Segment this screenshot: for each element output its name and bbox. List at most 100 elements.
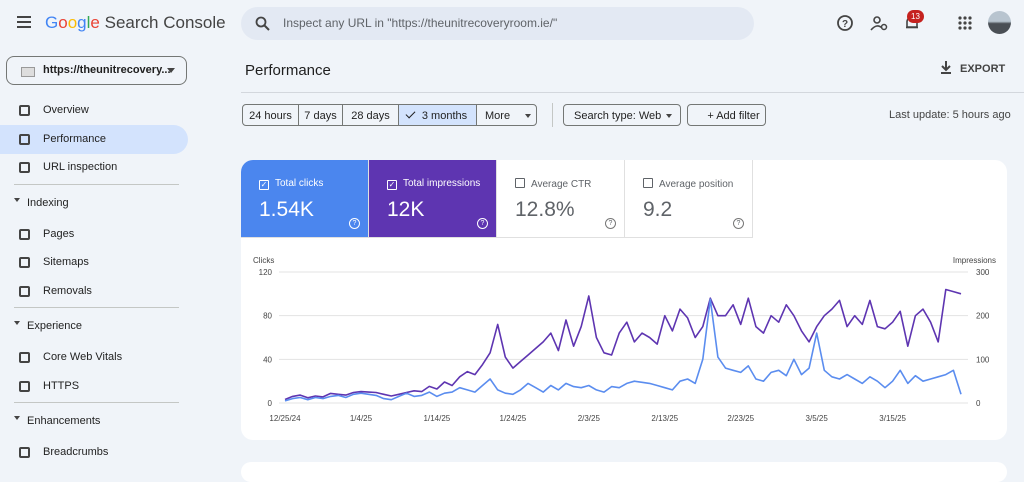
section-header[interactable]: Indexing: [14, 197, 69, 209]
sidebar-divider: [14, 402, 179, 403]
collapse-arrow: [14, 416, 20, 423]
apps-icon[interactable]: [958, 16, 972, 30]
favicon: [21, 67, 35, 77]
search-bar[interactable]: Inspect any URL in "https://theunitrecov…: [241, 7, 754, 40]
collapse-arrow: [14, 321, 20, 328]
checkbox[interactable]: [515, 178, 525, 188]
svg-text:?: ?: [842, 19, 848, 30]
nav-item[interactable]: Removals: [0, 277, 188, 306]
range-label: 28 days: [351, 110, 390, 122]
export-button[interactable]: EXPORT: [940, 61, 1005, 75]
search-icon: [255, 16, 270, 31]
search-type-filter[interactable]: Search type: Web: [563, 104, 681, 126]
metric-header: ✓ Total clicks: [259, 178, 368, 190]
x-tick-label: 3/15/25: [879, 414, 906, 423]
page-title: Performance: [245, 62, 331, 79]
y2-tick-label: 300: [976, 268, 990, 277]
nav-icon: [19, 105, 30, 116]
nav-item[interactable]: HTTPS: [0, 372, 188, 401]
export-label: EXPORT: [960, 63, 1006, 75]
metric-label: Total impressions: [403, 178, 481, 189]
checkbox[interactable]: [643, 178, 653, 188]
series-line: [284, 288, 962, 401]
y-axis-title: Clicks: [253, 256, 274, 265]
nav-icon: [19, 380, 30, 392]
nav-icon: [19, 285, 30, 297]
range-label: 7 days: [304, 110, 337, 122]
metric-card[interactable]: ✓ Total clicks 1.54K?: [241, 160, 369, 238]
dropdown-arrow: [525, 114, 531, 121]
nav-label: Breadcrumbs: [43, 446, 109, 458]
date-range-button[interactable]: 24 hours: [242, 104, 299, 126]
x-tick-label: 1/4/25: [350, 414, 373, 423]
nav-label: Performance: [43, 132, 106, 145]
menu-button[interactable]: [17, 16, 31, 28]
date-range-button[interactable]: 7 days: [298, 104, 343, 126]
nav-item[interactable]: URL inspection: [0, 153, 188, 182]
nav-label: URL inspection: [43, 161, 118, 173]
x-tick-label: 2/3/25: [578, 414, 601, 423]
avatar[interactable]: [988, 11, 1011, 34]
nav-icon: [19, 257, 30, 268]
metric-value: 1.54K: [259, 198, 314, 221]
y-tick-label: 0: [268, 399, 273, 408]
metric-card[interactable]: Average position 9.2?: [625, 160, 753, 238]
y-tick-label: 80: [263, 312, 272, 321]
metric-card[interactable]: ✓ Total impressions 12K?: [369, 160, 497, 238]
date-range-button[interactable]: 3 months: [398, 104, 477, 126]
collapse-arrow: [14, 197, 20, 205]
nav-label: Removals: [43, 284, 92, 297]
checkbox[interactable]: ✓: [387, 180, 397, 190]
help-icon[interactable]: ?: [836, 14, 854, 32]
date-range-button[interactable]: More: [476, 104, 537, 126]
settings-user-icon[interactable]: [870, 14, 888, 32]
x-tick-label: 1/14/25: [424, 414, 451, 423]
chart: Clicks Impressions 0 40 80 120 0 100 200 300 12/25…: [253, 256, 996, 423]
x-tick-label: 12/25/24: [269, 414, 301, 423]
logo-google: Google: [45, 13, 100, 32]
y2-tick-label: 0: [976, 399, 981, 408]
last-update: Last update: 5 hours ago: [889, 109, 1011, 121]
nav-item[interactable]: Core Web Vitals: [0, 343, 188, 372]
help-icon: ?: [477, 218, 488, 229]
section-header[interactable]: Enhancements: [14, 415, 100, 427]
nav-item[interactable]: Pages: [0, 220, 188, 249]
logo[interactable]: Google Search Console: [45, 13, 226, 33]
dropdown-arrow: [167, 68, 175, 77]
metric-label: Average position: [659, 179, 734, 190]
checkbox[interactable]: ✓: [259, 180, 269, 190]
metric-label: Total clicks: [275, 178, 324, 189]
metric-value: 9.2: [643, 198, 673, 221]
logo-product: Search Console: [104, 13, 226, 32]
section-header[interactable]: Experience: [14, 320, 82, 332]
y2-tick-label: 100: [976, 355, 990, 364]
metric-value: 12.8%: [515, 198, 575, 221]
nav-icon: [19, 162, 30, 173]
y2-tick-label: 200: [976, 312, 990, 321]
date-range-button[interactable]: 28 days: [342, 104, 399, 126]
search-placeholder: Inspect any URL in "https://theunitrecov…: [283, 16, 558, 30]
x-tick-label: 3/5/25: [806, 414, 829, 423]
help-icon: ?: [605, 218, 616, 229]
metric-card[interactable]: Average CTR 12.8%?: [497, 160, 625, 238]
nav-item[interactable]: Performance: [0, 124, 188, 154]
nav-item[interactable]: Breadcrumbs: [0, 438, 188, 467]
divider: [241, 92, 1024, 93]
x-tick-label: 1/24/25: [500, 414, 527, 423]
nav-item[interactable]: Overview: [0, 96, 188, 125]
section-title: Indexing: [27, 196, 69, 209]
y2-axis-title: Impressions: [953, 256, 996, 265]
range-label: 3 months: [421, 110, 468, 122]
add-filter-button[interactable]: + Add filter: [687, 104, 766, 126]
y-tick-label: 120: [259, 268, 273, 277]
metric-header: Average CTR: [515, 178, 624, 190]
add-filter-label: Add filter: [716, 110, 760, 122]
notification-badge: 13: [907, 10, 924, 23]
nav-item[interactable]: Sitemaps: [0, 248, 188, 277]
nav-icon: [19, 352, 30, 363]
metric-value: 12K: [387, 198, 425, 221]
nav-label: Sitemaps: [43, 256, 89, 268]
property-selector[interactable]: https://theunitrecovery...: [6, 56, 187, 85]
nav-icon: [19, 447, 30, 458]
section-title: Enhancements: [27, 415, 101, 427]
